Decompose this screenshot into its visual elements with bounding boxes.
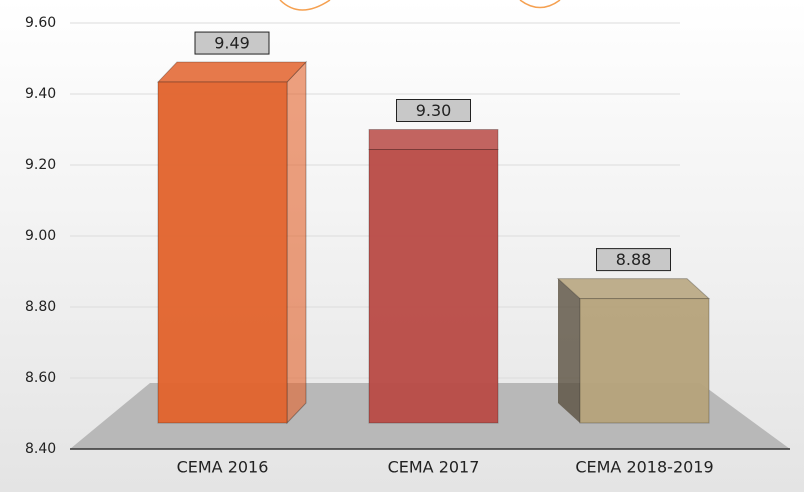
value-label-box <box>596 248 671 272</box>
y-tick-label: 9.40 <box>25 86 56 102</box>
bar <box>556 278 711 424</box>
bar-front <box>368 149 499 424</box>
bar-front <box>157 81 288 424</box>
value-label: 9.30 <box>416 101 452 120</box>
decoration <box>279 0 561 11</box>
bar-top <box>368 129 499 150</box>
bar-top <box>556 278 711 300</box>
y-tick-label: 8.60 <box>25 370 56 386</box>
x-tick-label: CEMA 2017 <box>388 458 480 477</box>
y-tick-label: 9.20 <box>25 157 56 173</box>
y-tick-label: 9.60 <box>25 15 56 31</box>
bar-top <box>156 61 308 83</box>
bar <box>368 129 499 424</box>
bar-side <box>558 278 580 423</box>
bar <box>156 60 308 425</box>
bar-front <box>579 298 710 424</box>
value-label-box <box>396 99 471 122</box>
y-tick-label: 8.40 <box>25 441 56 457</box>
value-label: 9.49 <box>214 34 250 53</box>
y-tick-label: 9.00 <box>25 228 56 244</box>
x-tick-label: CEMA 2016 <box>177 458 269 477</box>
bars: CEMA 2016 9.49 CEMA 2017 9.30 CEMA 2018-2019… <box>156 31 714 477</box>
x-tick-label: CEMA 2018-2019 <box>575 458 713 477</box>
value-label-box <box>194 31 270 55</box>
value-label: 8.88 <box>616 250 652 269</box>
bar-side <box>286 60 307 425</box>
y-tick-label: 8.80 <box>25 299 56 315</box>
